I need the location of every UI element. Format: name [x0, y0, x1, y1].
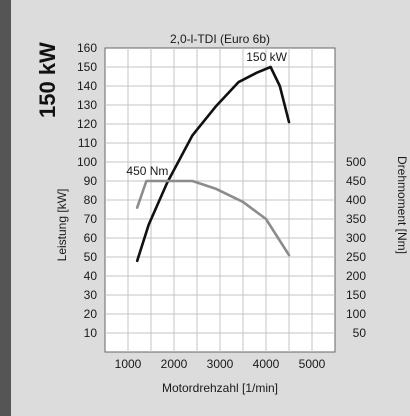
y-axis-left-label: Leistung [kW]	[55, 189, 69, 262]
y-right-tick-label: 200	[346, 269, 366, 283]
y-left-tick-label: 20	[84, 307, 98, 321]
y-left-tick-label: 40	[84, 269, 98, 283]
x-tick-label: 5000	[299, 357, 326, 371]
y-left-tick-label: 70	[84, 212, 98, 226]
y-right-tick-label: 350	[346, 212, 366, 226]
x-tick-label: 3000	[207, 357, 234, 371]
y-left-tick-label: 140	[77, 79, 97, 93]
y-left-tick-label: 110	[78, 136, 97, 150]
ticks: 10 20 30 40 50 60 70 80 90 100 110 120 130 140 150 160 5…	[77, 41, 366, 371]
x-axis-label: Motordrehzahl [1/min]	[162, 381, 278, 395]
y-right-tick-label: 100	[346, 307, 366, 321]
y-right-tick-label: 400	[346, 193, 366, 207]
y-right-tick-label: 50	[353, 326, 367, 340]
y-right-tick-label: 500	[346, 155, 366, 169]
x-tick-label: 4000	[253, 357, 280, 371]
y-left-tick-label: 10	[84, 326, 98, 340]
y-left-tick-label: 60	[84, 231, 98, 245]
y-right-tick-label: 300	[346, 231, 366, 245]
series-lines	[135, 65, 291, 263]
power-line	[135, 65, 291, 263]
y-left-tick-label: 90	[84, 174, 98, 188]
power-series-label: 150 kW	[246, 50, 287, 64]
y-left-tick-label: 130	[77, 98, 97, 112]
torque-line	[135, 179, 291, 257]
x-tick-label: 1000	[115, 357, 142, 371]
left-accent-bar	[0, 0, 11, 416]
y-left-tick-label: 80	[84, 193, 98, 207]
y-right-tick-label: 250	[346, 250, 366, 264]
x-tick-label: 2000	[161, 357, 188, 371]
torque-series-label: 450 Nm	[126, 164, 168, 178]
y-axis-right-label: Drehmoment [Nm]	[395, 156, 409, 254]
series-labels: 150 kW 450 Nm	[126, 50, 287, 178]
y-right-tick-label: 150	[346, 288, 366, 302]
y-left-tick-label: 50	[84, 250, 98, 264]
y-left-tick-label: 100	[77, 155, 97, 169]
y-right-tick-label: 450	[346, 174, 366, 188]
y-left-tick-label: 160	[77, 41, 97, 55]
grid	[104, 47, 336, 353]
y-left-tick-label: 150	[77, 60, 97, 74]
y-left-tick-label: 120	[77, 117, 97, 131]
chart-title: 2,0-l-TDI (Euro 6b)	[170, 32, 270, 46]
y-left-tick-label: 30	[84, 288, 98, 302]
side-title: 150 kW	[35, 42, 60, 118]
